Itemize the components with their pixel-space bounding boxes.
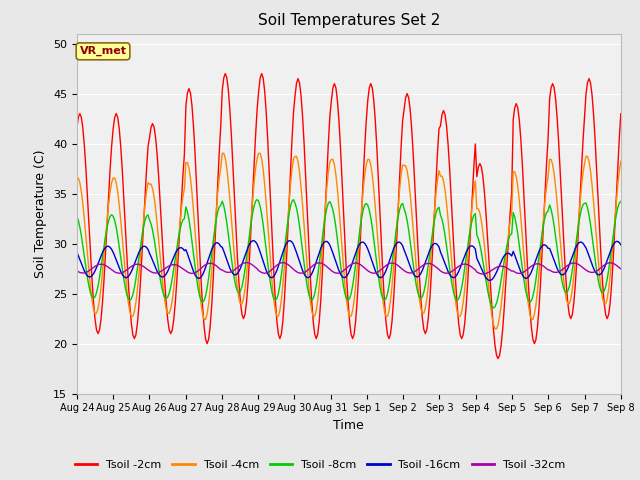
Title: Soil Temperatures Set 2: Soil Temperatures Set 2 — [258, 13, 440, 28]
Y-axis label: Soil Temperature (C): Soil Temperature (C) — [35, 149, 47, 278]
Text: VR_met: VR_met — [79, 46, 127, 57]
Legend: Tsoil -2cm, Tsoil -4cm, Tsoil -8cm, Tsoil -16cm, Tsoil -32cm: Tsoil -2cm, Tsoil -4cm, Tsoil -8cm, Tsoi… — [70, 456, 570, 474]
X-axis label: Time: Time — [333, 419, 364, 432]
